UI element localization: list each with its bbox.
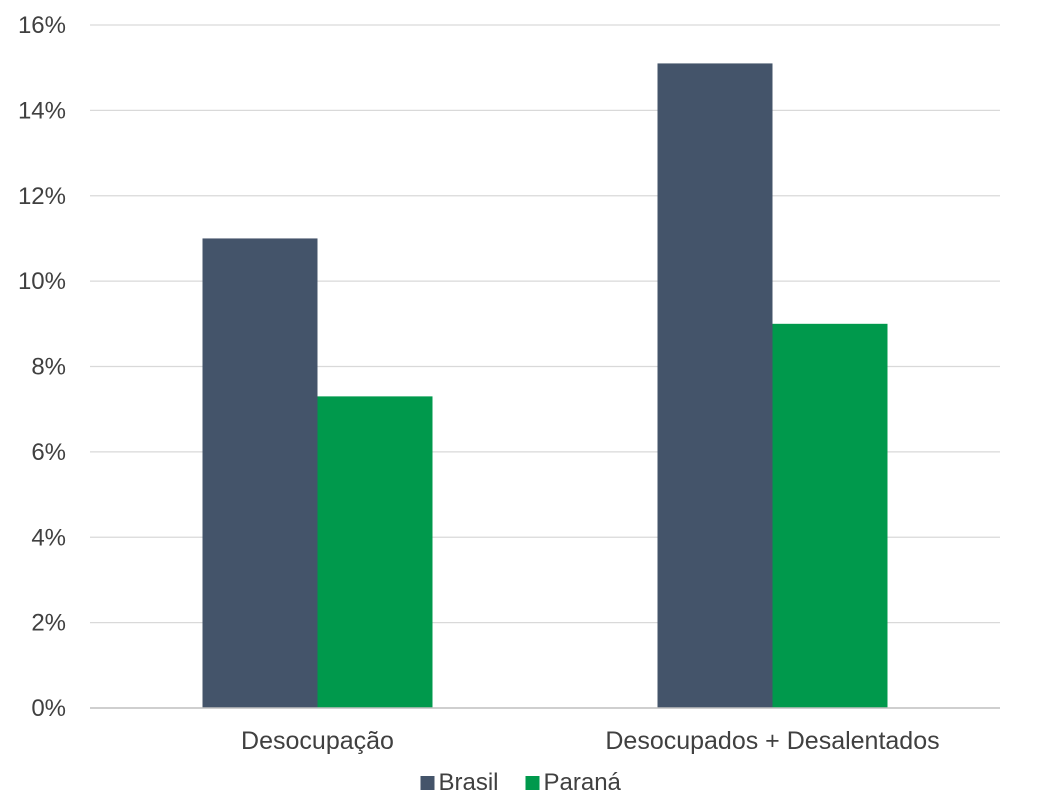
y-tick-label: 0% [31, 695, 66, 722]
bars [202, 63, 888, 708]
y-tick-label: 8% [31, 354, 66, 381]
legend-swatch [420, 776, 435, 790]
bar-paran--1 [772, 323, 888, 708]
bar-brasil-0 [202, 238, 318, 708]
bar-brasil-1 [657, 63, 773, 708]
legend-label: Paraná [544, 769, 622, 796]
y-tick-label: 12% [18, 183, 66, 210]
legend-label: Brasil [439, 769, 499, 796]
legend-swatch [525, 776, 540, 790]
y-tick-label: 14% [18, 97, 66, 124]
bar-paran--0 [317, 396, 433, 708]
y-tick-label: 4% [31, 524, 66, 551]
y-tick-label: 6% [31, 439, 66, 466]
y-tick-label: 10% [18, 268, 66, 295]
y-tick-label: 16% [18, 12, 66, 39]
legend: Brasil Paraná [420, 769, 622, 796]
x-category-label: Desocupação [241, 727, 394, 755]
y-axis-tick-labels: 0% 2% 4% 6% 8% 10% 12% 14% 16% [18, 12, 66, 722]
x-axis-category-labels: Desocupação Desocupados + Desalentados [241, 727, 940, 755]
x-category-label: Desocupados + Desalentados [605, 727, 939, 755]
y-tick-label: 2% [31, 610, 66, 637]
